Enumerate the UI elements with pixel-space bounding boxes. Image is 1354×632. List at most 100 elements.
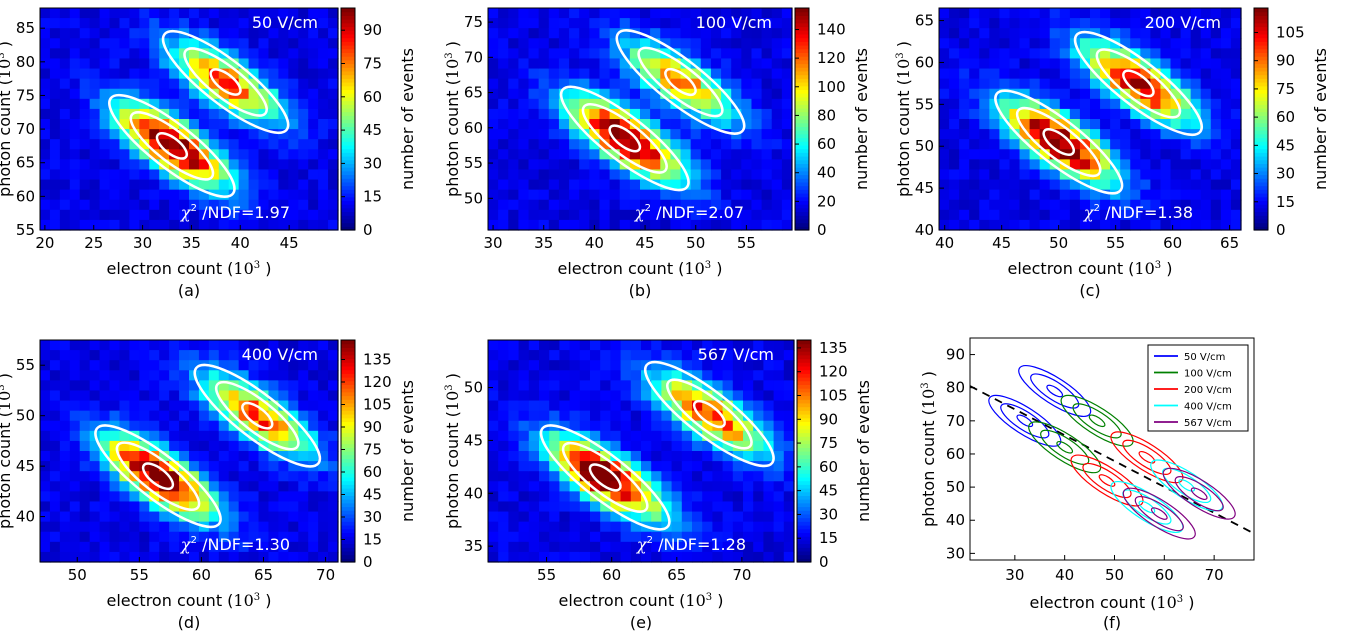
heatmap-cell [298,471,309,482]
heatmap-cell [569,18,580,29]
heatmap-cell [640,48,651,60]
colorbar-step [795,85,809,90]
heatmap-cell [1150,88,1162,100]
fit-quality-label: χ2 /NDF=1.28 [636,535,746,554]
heatmap-cell [1079,38,1091,49]
legend-entry: 50 V/cm [1184,352,1225,363]
heatmap-cell [781,68,793,80]
heatmap-cell [559,471,571,482]
colorbar-step [1254,152,1268,157]
heatmap-cell [189,219,200,231]
heatmap-cell [228,541,240,553]
heatmap-cell [1039,98,1051,110]
heatmap-cell [288,390,299,402]
heatmap-cell [949,129,960,140]
heatmap-cell [670,199,682,211]
plot-frame [39,339,339,563]
heatmap-cell [1140,189,1151,201]
heatmap-cell [539,360,550,371]
heatmap-cell [208,410,220,422]
heatmap-cell [661,340,673,351]
heatmap-cell [773,380,785,392]
fit-contour-ellipse [241,401,274,430]
heatmap-cell [629,209,641,221]
heatmap-cell [49,189,61,201]
heatmap-cell [528,159,540,171]
heatmap-cell [89,149,101,160]
heatmap-cell [119,451,130,462]
heatmap-cell [721,8,732,19]
heatmap-cell [569,139,580,150]
colorbar-label: number of events [852,48,871,190]
heatmap-cell [69,471,81,482]
heatmap-cell [189,179,200,191]
field-strength-label: 50 V/cm [252,13,318,32]
heatmap-cell [721,139,732,150]
heatmap-cell [288,380,299,392]
y-tick-label: 40 [946,511,965,529]
colorbar-step [797,447,811,452]
heatmap-cell [1100,88,1111,100]
heatmap-cell [278,380,289,392]
heatmap-cell [1019,88,1031,100]
heatmap-cell [569,410,581,422]
heatmap-cell [1180,58,1192,70]
heatmap-cell [590,440,601,452]
heatmap-cell [773,501,785,513]
heatmap-cell [569,219,580,231]
heatmap-cell [228,461,240,472]
heatmap-cell [783,440,795,452]
heatmap-cell [1120,78,1131,90]
heatmap-cell [1170,159,1182,171]
heatmap-cell [1220,88,1232,100]
heatmap-cell [49,108,61,120]
heatmap-cell [288,179,299,191]
heatmap-cell [139,420,150,432]
heatmap-cell [149,108,160,120]
colorbar-step [1254,26,1268,31]
heatmap-cell [1069,139,1081,150]
heatmap-cell [328,380,339,392]
heatmap-cell [488,48,499,60]
heatmap-cell [278,18,289,29]
heatmap-cell [288,360,299,371]
heatmap-cell [79,129,91,140]
heatmap-cell [328,360,339,371]
heatmap-cell [139,430,150,442]
heatmap-cell [569,551,581,563]
heatmap-cell [600,340,611,351]
heatmap-cell [692,430,703,442]
y-tick-label: 80 [946,379,965,397]
heatmap-cell [600,451,611,462]
heatmap-cell [549,491,560,503]
heatmap-cell [508,209,519,221]
colorbar-step [341,436,355,441]
heatmap-cell [40,501,51,513]
colorbar-label: number of events [1311,48,1330,190]
heatmap-cell [518,511,530,523]
heatmap-cell [59,38,71,49]
heatmap-cell [1190,68,1202,80]
heatmap-cell [731,199,742,211]
heatmap-cell [208,38,220,49]
colorbar-step [341,365,355,371]
heatmap-cell [1130,219,1141,231]
heatmap-cell [589,48,601,60]
heatmap-cells [488,340,795,563]
heatmap-cell [189,451,200,462]
heatmap-cell [721,28,732,39]
colorbar-step [341,462,355,467]
heatmap-cell [1049,169,1061,181]
heatmap-cell [308,199,319,211]
heatmap-cell [771,149,783,160]
heatmap-cell [949,8,960,19]
heatmap-cell [999,18,1011,29]
heatmap-cell [610,521,622,533]
heatmap-cell [318,430,329,442]
heatmap-cell [620,521,632,533]
heatmap-cell [989,159,1000,171]
heatmap-cell [208,471,220,482]
heatmap-cell [268,350,279,361]
heatmap-cell [959,38,970,49]
heatmap-cell [670,189,682,201]
